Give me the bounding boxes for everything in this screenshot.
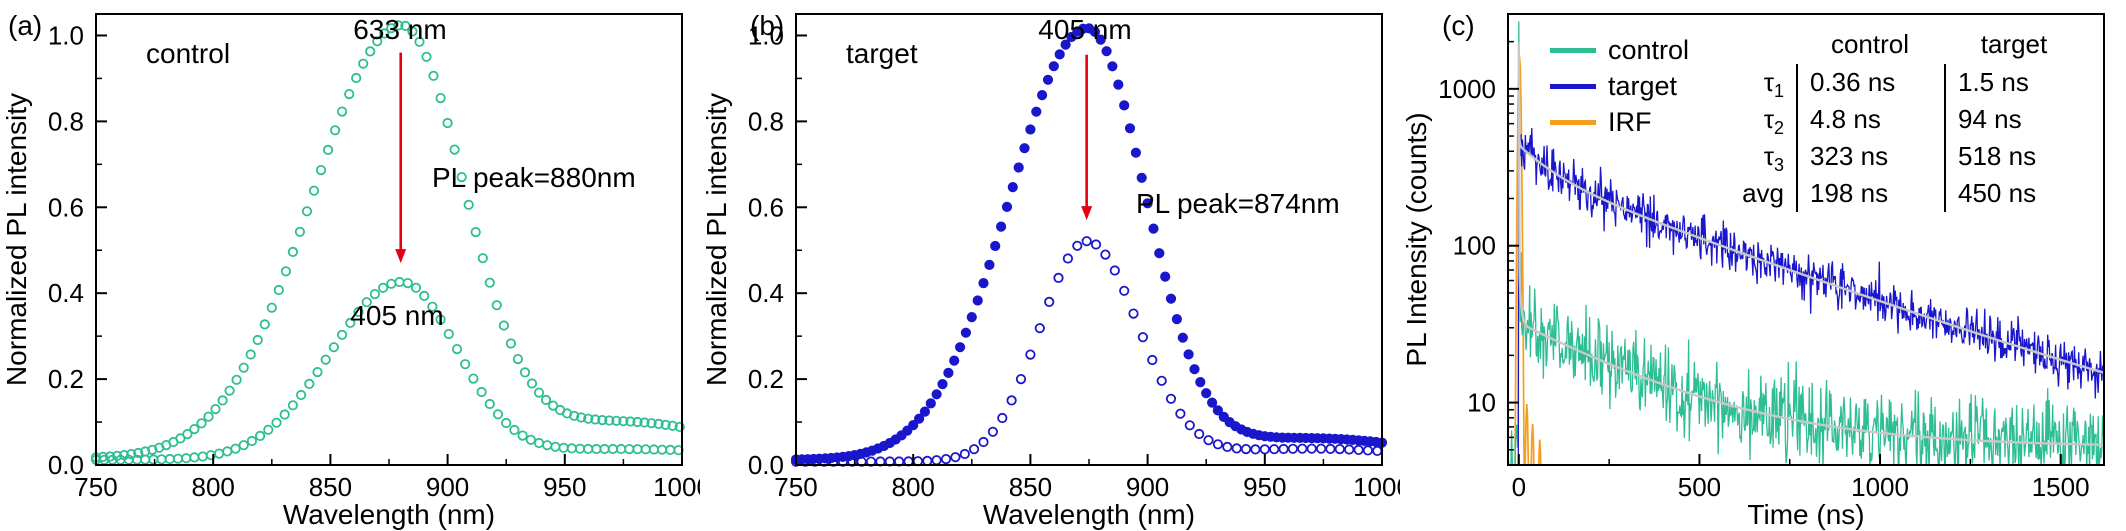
tau-symbol: τ — [1763, 67, 1774, 97]
svg-text:0.6: 0.6 — [48, 192, 84, 222]
legend-swatch-0 — [1550, 47, 1596, 53]
table-header-target: target — [1980, 29, 2048, 59]
svg-text:10: 10 — [1467, 388, 1496, 418]
svg-text:950: 950 — [1243, 472, 1286, 502]
panel-tag-a: (a) — [8, 10, 43, 41]
decay-traces — [1508, 21, 2104, 465]
peak-arrowhead — [395, 249, 407, 264]
table-cell-control-avg: 198 ns — [1796, 175, 1944, 212]
svg-text:Wavelength (nm): Wavelength (nm) — [983, 499, 1195, 530]
svg-text:0.2: 0.2 — [748, 364, 784, 394]
panel-b: 750 800 850 900 950 1000 0.0 0.2 0.4 0.6 0.8 1.0 Wav… — [700, 0, 1400, 531]
table-row-label-avg: avg — [1730, 175, 1796, 212]
panel-a: 750 800 850 900 950 1000 0.0 0.2 0.4 0.6 0.8 1.0 Wav… — [0, 0, 700, 531]
lifetime-table: control target τ1 0.36 ns 1.5 ns τ2 4.8 … — [1730, 24, 2084, 212]
series-1 — [90, 276, 684, 465]
svg-text:800: 800 — [892, 472, 935, 502]
sample-label-control: control — [146, 38, 231, 69]
tau-symbol: τ — [1763, 104, 1774, 134]
svg-text:0.6: 0.6 — [748, 192, 784, 222]
tau-subscript: 1 — [1773, 81, 1784, 102]
table-cell-control-tau2: 4.8 ns — [1796, 101, 1944, 138]
svg-text:1.0: 1.0 — [748, 20, 784, 50]
svg-text:0.4: 0.4 — [48, 278, 84, 308]
svg-text:1500: 1500 — [2032, 472, 2090, 502]
svg-text:900: 900 — [426, 472, 469, 502]
legend-item-control: control — [1550, 32, 1689, 68]
tau-symbol: τ — [1763, 141, 1774, 171]
legend: control target IRF — [1550, 32, 1689, 140]
table-cell-target-tau3: 518 ns — [1944, 138, 2084, 175]
peak-arrowhead — [1081, 206, 1093, 221]
svg-text:0.8: 0.8 — [748, 106, 784, 136]
svg-text:750: 750 — [774, 472, 817, 502]
axes-frame — [1507, 13, 2105, 466]
legend-swatch-2 — [1550, 119, 1596, 125]
tau-subscript: 2 — [1773, 118, 1784, 139]
svg-text:0.4: 0.4 — [748, 278, 784, 308]
svg-text:850: 850 — [1009, 472, 1052, 502]
legend-label-irf: IRF — [1608, 106, 1652, 137]
svg-text:0: 0 — [1512, 472, 1526, 502]
target-fit — [1517, 128, 2104, 374]
svg-text:Wavelength (nm): Wavelength (nm) — [283, 499, 495, 530]
annotation-pl-peak-a: PL peak=880nm — [432, 162, 636, 193]
svg-text:750: 750 — [74, 472, 117, 502]
svg-text:Time (ns): Time (ns) — [1747, 499, 1864, 530]
target-trace — [1517, 124, 2104, 465]
series-0 — [90, 20, 685, 463]
panel-c: 0 500 1000 1500 10 100 1000 Time (ns) PL Intensi… — [1400, 0, 2126, 531]
svg-text:1.0: 1.0 — [48, 20, 84, 50]
table-cell-control-tau3: 323 ns — [1796, 138, 1944, 175]
table-cell-control-tau1: 0.36 ns — [1796, 64, 1944, 101]
panel-a-chart: 750 800 850 900 950 1000 0.0 0.2 0.4 0.6 0.8 1.0 Wav… — [1, 13, 700, 530]
avg-symbol: avg — [1742, 178, 1784, 208]
svg-text:800: 800 — [192, 472, 235, 502]
table-cell-target-tau2: 94 ns — [1944, 101, 2084, 138]
legend-swatch-1 — [1550, 83, 1596, 89]
svg-text:1000: 1000 — [653, 472, 700, 502]
svg-text:1000: 1000 — [1851, 472, 1909, 502]
svg-text:500: 500 — [1678, 472, 1721, 502]
svg-text:100: 100 — [1453, 231, 1496, 261]
svg-text:0.0: 0.0 — [748, 450, 784, 480]
svg-text:950: 950 — [543, 472, 586, 502]
svg-text:Normalized PL intensity: Normalized PL intensity — [701, 93, 732, 386]
legend-item-irf: IRF — [1550, 104, 1689, 140]
svg-text:1000: 1000 — [1353, 472, 1400, 502]
series-1 — [790, 236, 1383, 467]
sample-label-target: target — [846, 38, 918, 69]
axes-frame — [95, 13, 683, 466]
legend-label-control: control — [1608, 34, 1690, 65]
table-corner — [1730, 24, 1796, 64]
table-cell-target-tau1: 1.5 ns — [1944, 64, 2084, 101]
table-row-label-tau3: τ3 — [1730, 138, 1796, 175]
control-fit — [1517, 42, 2104, 446]
panel-b-chart: 750 800 850 900 950 1000 0.0 0.2 0.4 0.6 0.8 1.0 Wav… — [701, 13, 1400, 530]
annotation-pl-peak-b: PL peak=874nm — [1136, 188, 1340, 219]
axes-frame — [795, 13, 1383, 466]
table-row-label-tau2: τ2 — [1730, 101, 1796, 138]
svg-text:900: 900 — [1126, 472, 1169, 502]
annotation-405nm-a: 405 nm — [350, 300, 444, 331]
svg-text:0.2: 0.2 — [48, 364, 84, 394]
panel-tag-c: (c) — [1442, 10, 1475, 41]
svg-text:1000: 1000 — [1438, 74, 1496, 104]
annotation-405nm-b: 405 nm — [1038, 14, 1132, 45]
tau-subscript: 3 — [1773, 155, 1784, 176]
table-row-label-tau1: τ1 — [1730, 64, 1796, 101]
svg-text:Normalized PL intensity: Normalized PL intensity — [1, 93, 32, 386]
panel-tag-b: (b) — [750, 10, 785, 41]
svg-text:0.8: 0.8 — [48, 106, 84, 136]
legend-label-target: target — [1608, 70, 1678, 101]
svg-text:PL Intensity (counts): PL Intensity (counts) — [1401, 112, 1432, 366]
annotation-633nm: 633 nm — [353, 14, 447, 45]
table-header-control: control — [1830, 29, 1910, 59]
svg-text:850: 850 — [309, 472, 352, 502]
legend-item-target: target — [1550, 68, 1689, 104]
table-cell-target-avg: 450 ns — [1944, 175, 2084, 212]
svg-text:0.0: 0.0 — [48, 450, 84, 480]
